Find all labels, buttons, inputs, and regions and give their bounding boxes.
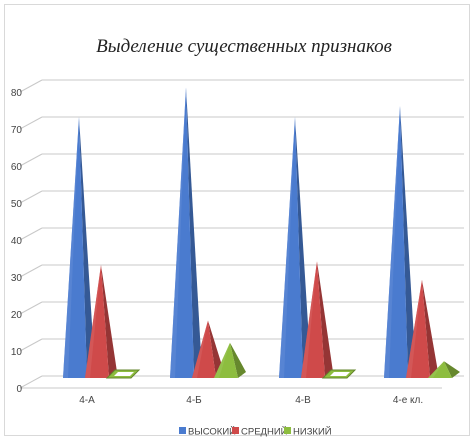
bar-highlight — [192, 320, 208, 378]
gridline-depth — [19, 79, 43, 93]
x-tick-label: 4-е кл. — [393, 395, 423, 406]
y-tick-label: 80 — [11, 88, 23, 99]
bar-side — [317, 261, 333, 378]
bar — [428, 361, 460, 378]
legend-label: НИЗКИЙ — [293, 426, 332, 438]
bar-side — [208, 320, 224, 378]
bar-side — [230, 342, 246, 378]
gridline-depth — [19, 153, 43, 167]
y-tick-label: 60 — [11, 162, 23, 173]
legend: ВЫСОКИЙ СРЕДНИЙ НИЗКИЙ — [179, 426, 332, 438]
y-tick-label: 50 — [11, 199, 23, 210]
y-tick-label: 40 — [11, 236, 23, 247]
legend-swatch — [232, 427, 239, 434]
legend-swatch — [284, 427, 291, 434]
bar — [192, 320, 224, 378]
bar-highlight — [85, 265, 101, 378]
legend-label: СРЕДНИЙ — [241, 426, 288, 438]
bar-highlight — [384, 105, 400, 379]
bar — [301, 261, 333, 378]
bar-base-inner — [114, 372, 134, 376]
bar-highlight — [214, 342, 230, 378]
gridline-depth — [19, 301, 43, 315]
gridline-depth — [19, 227, 43, 241]
bar-side — [444, 361, 460, 378]
legend-item: СРЕДНИЙ — [232, 426, 288, 438]
bar-side — [295, 117, 311, 378]
bar-highlight — [170, 87, 186, 379]
legend-item: ВЫСОКИЙ — [179, 426, 236, 438]
legend-item: НИЗКИЙ — [284, 426, 332, 438]
plot-area — [63, 87, 460, 379]
y-tick-label: 70 — [11, 125, 23, 136]
y-tick-label: 10 — [11, 347, 23, 358]
bar-side — [422, 279, 438, 378]
bar-side — [79, 117, 95, 378]
y-tick-label: 20 — [11, 310, 23, 321]
gridline-depth — [19, 190, 43, 204]
x-tick-label: 4-А — [79, 395, 95, 406]
gridline-depth — [19, 264, 43, 278]
bar-highlight — [63, 117, 79, 378]
bar — [170, 87, 202, 379]
bar-highlight — [428, 361, 444, 378]
bar-side — [400, 105, 416, 379]
bar-highlight — [279, 117, 295, 378]
gridline-depth — [19, 338, 43, 352]
gridline-depth — [19, 375, 43, 389]
bar — [279, 117, 311, 378]
bar-base-inner — [330, 372, 350, 376]
bar — [384, 105, 416, 379]
bar — [406, 279, 438, 378]
x-tick-label: 4-Б — [186, 395, 202, 406]
x-axis: 4-А 4-Б 4-В 4-е кл. — [79, 395, 423, 406]
legend-swatch — [179, 427, 186, 434]
bar-side — [186, 87, 202, 379]
bar — [105, 369, 141, 379]
y-axis: 0 10 20 30 40 50 60 70 80 — [11, 88, 23, 395]
bar — [85, 265, 117, 378]
y-tick-label: 30 — [11, 273, 23, 284]
legend-label: ВЫСОКИЙ — [188, 426, 236, 438]
y-tick-label: 0 — [16, 384, 22, 395]
bar — [214, 342, 246, 378]
gridline-depth — [19, 116, 43, 130]
bar-highlight — [301, 261, 317, 378]
bar-side — [101, 265, 117, 378]
x-tick-label: 4-В — [295, 395, 311, 406]
bar-highlight — [406, 279, 422, 378]
chart-title: Выделение существенных признаков — [96, 36, 392, 57]
bar — [63, 117, 95, 378]
bar — [321, 369, 357, 379]
